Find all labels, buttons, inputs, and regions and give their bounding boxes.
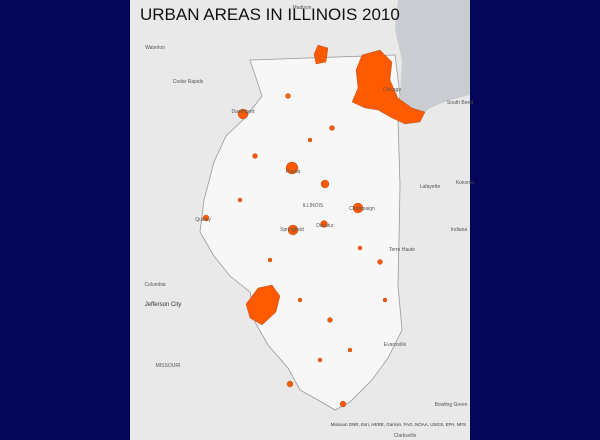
place-label: Madison <box>293 5 312 11</box>
place-label: Clarksville <box>394 433 417 439</box>
urban-area <box>377 259 383 265</box>
urban-area <box>329 125 335 131</box>
urban-area <box>297 297 303 303</box>
urban-area <box>317 357 323 363</box>
place-label: Bowling Green <box>435 402 468 408</box>
urban-area <box>287 224 299 236</box>
urban-area <box>202 214 210 222</box>
urban-area <box>237 197 243 203</box>
urban-area <box>307 137 313 143</box>
place-label: Champaign <box>349 206 375 212</box>
place-label: Evansville <box>384 342 407 348</box>
place-label: Peoria <box>286 169 301 175</box>
urban-area <box>357 245 363 251</box>
place-label: Kokomo <box>456 180 475 186</box>
place-label: Terre Haute <box>389 247 415 253</box>
urban-area <box>320 220 328 228</box>
place-label: Springfield <box>280 227 304 233</box>
place-label: Quincy <box>195 217 211 223</box>
lake-michigan <box>395 0 470 120</box>
place-label: Davenport <box>231 109 255 115</box>
urban-areas <box>202 44 426 408</box>
urban-area <box>351 49 426 125</box>
place-label: Decatur <box>316 223 334 229</box>
urban-area <box>285 161 299 175</box>
place-label: Waterloo <box>145 45 165 51</box>
urban-area <box>237 108 249 120</box>
place-label: Chicago <box>383 87 402 93</box>
urban-area <box>252 153 258 159</box>
place-label: ILLINOIS <box>303 203 324 209</box>
urban-area <box>382 297 388 303</box>
urban-area <box>352 202 364 214</box>
urban-area <box>339 400 347 408</box>
place-labels: Madison Waterloo Cedar Rapids Davenport … <box>144 5 474 439</box>
urban-area <box>313 44 329 65</box>
place-label: Columbia <box>144 282 165 288</box>
urban-area <box>286 380 294 388</box>
urban-area <box>267 257 273 263</box>
attribution: Missouri DNR, Esri, HERE, Garmin, FAO, N… <box>331 422 466 427</box>
place-label: MISSOURI <box>156 363 181 369</box>
urban-area <box>347 347 353 353</box>
illinois-outline <box>199 54 403 411</box>
urban-area <box>327 317 333 323</box>
urban-area <box>285 93 291 99</box>
place-label: Lafayette <box>420 184 441 190</box>
place-label: South Bend <box>447 100 473 106</box>
urban-area <box>320 179 330 189</box>
place-label: Indiana <box>451 227 468 233</box>
map-title: URBAN AREAS IN ILLINOIS 2010 <box>140 5 400 24</box>
place-label: Jefferson City <box>145 302 182 308</box>
urban-area <box>245 284 281 326</box>
place-label: Cedar Rapids <box>173 79 204 85</box>
